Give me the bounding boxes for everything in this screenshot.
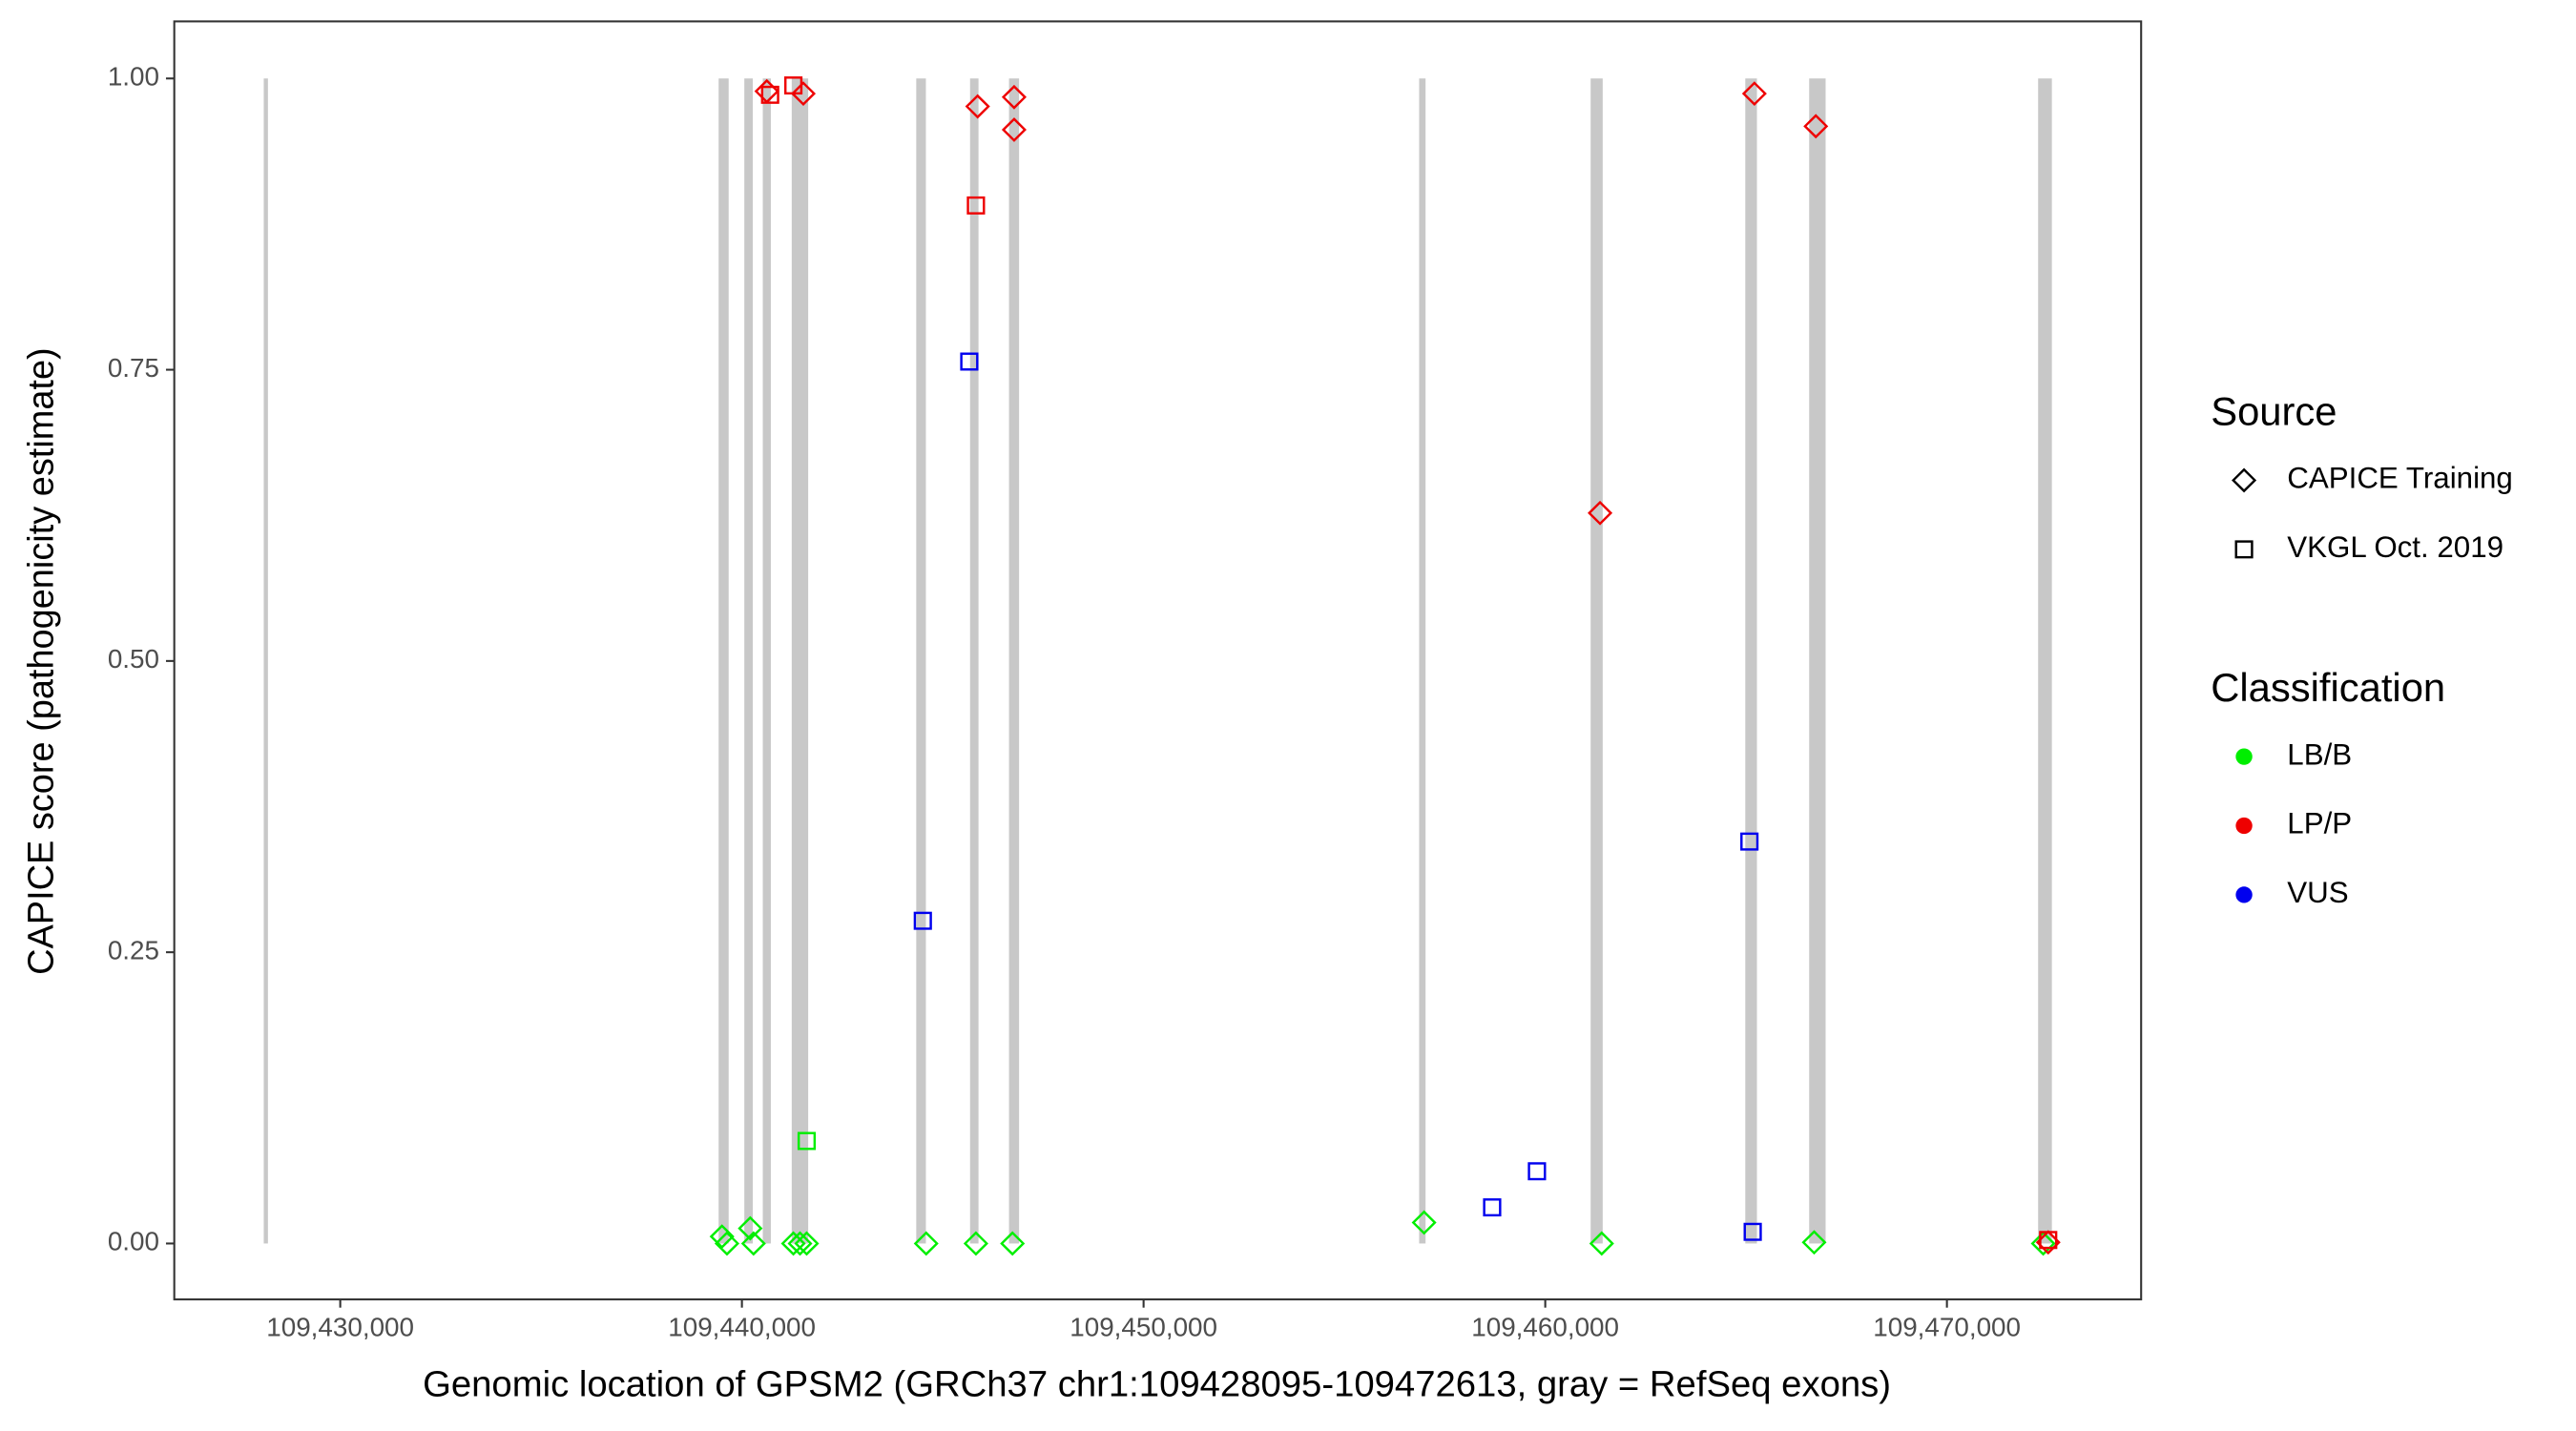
x-tick-label: 109,460,000 xyxy=(1471,1312,1619,1341)
legend-label: LB/B xyxy=(2287,737,2352,771)
legend-label: LP/P xyxy=(2287,807,2352,840)
x-axis-title: Genomic location of GPSM2 (GRCh37 chr1:1… xyxy=(423,1365,1891,1405)
y-tick-label: 0.00 xyxy=(108,1227,159,1256)
point xyxy=(960,352,979,371)
legend-title: Classification xyxy=(2211,665,2445,710)
legend-key xyxy=(2235,817,2253,835)
point xyxy=(1000,1231,1026,1256)
y-axis-title: CAPICE score (pathogenicity estimate) xyxy=(21,347,61,975)
point xyxy=(709,1224,735,1250)
point xyxy=(913,911,932,930)
point xyxy=(1589,1231,1614,1256)
point xyxy=(1527,1162,1547,1181)
exon xyxy=(969,78,979,1244)
point xyxy=(913,1231,939,1256)
legend-title: Source xyxy=(2211,389,2337,434)
legend-key xyxy=(2234,540,2254,559)
y-tick-label: 0.75 xyxy=(108,353,159,383)
x-tick-label: 109,470,000 xyxy=(1873,1312,2021,1341)
x-tick-label: 109,430,000 xyxy=(266,1312,414,1341)
point xyxy=(737,1215,763,1241)
legend-label: VUS xyxy=(2287,876,2348,909)
exon xyxy=(1008,78,1020,1244)
legend-key xyxy=(2235,748,2253,765)
point xyxy=(790,81,817,107)
point xyxy=(1803,114,1829,139)
plot-area xyxy=(263,76,2061,1256)
point xyxy=(1483,1198,1502,1217)
point xyxy=(1411,1210,1437,1235)
y-tick-label: 0.50 xyxy=(108,644,159,674)
y-tick-label: 0.25 xyxy=(108,936,159,965)
point xyxy=(1588,500,1613,526)
point xyxy=(965,93,990,119)
exon xyxy=(744,78,753,1244)
point xyxy=(787,1231,813,1256)
exon xyxy=(1745,78,1757,1244)
point xyxy=(1740,832,1759,851)
exon xyxy=(1590,78,1603,1244)
exon xyxy=(762,78,771,1244)
point xyxy=(1001,84,1027,110)
point xyxy=(797,1131,817,1151)
exon xyxy=(1809,78,1826,1244)
exon xyxy=(263,78,268,1244)
exon xyxy=(718,78,729,1244)
point xyxy=(1001,117,1027,142)
x-tick-label: 109,450,000 xyxy=(1070,1312,1217,1341)
point xyxy=(966,196,986,215)
x-tick-label: 109,440,000 xyxy=(668,1312,816,1341)
point xyxy=(760,85,779,104)
legend-key xyxy=(2235,886,2253,903)
exon xyxy=(916,78,926,1244)
point xyxy=(1743,1222,1762,1241)
point xyxy=(2030,1231,2056,1256)
point xyxy=(1801,1230,1827,1255)
point xyxy=(963,1231,988,1256)
point xyxy=(1741,81,1767,107)
exon xyxy=(791,78,809,1244)
point xyxy=(2039,1231,2058,1250)
point xyxy=(740,1231,766,1256)
legend-label: VKGL Oct. 2019 xyxy=(2287,530,2503,564)
legend-label: CAPICE Training xyxy=(2287,462,2513,495)
legend-key xyxy=(2232,467,2257,493)
y-tick-label: 1.00 xyxy=(108,62,159,92)
point xyxy=(783,76,803,95)
exon xyxy=(2038,78,2052,1244)
point xyxy=(794,1231,820,1256)
point xyxy=(714,1231,740,1256)
exon xyxy=(1419,78,1426,1244)
